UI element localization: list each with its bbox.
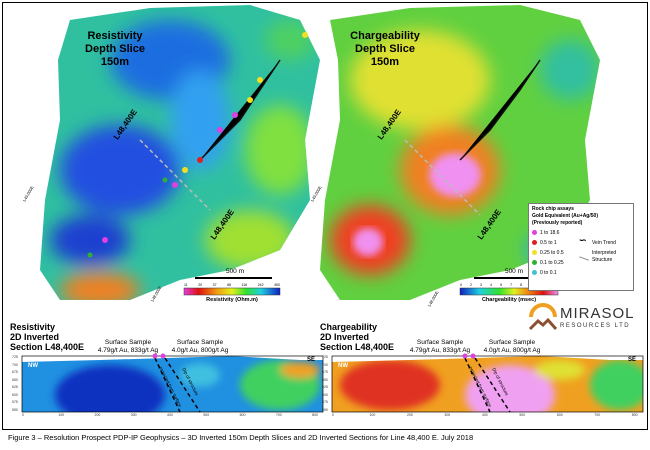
rock-chip-samples: [87, 32, 308, 258]
x-tick-label: 0: [22, 413, 24, 417]
y-tick-label: 675: [322, 370, 328, 374]
x-tick-label: 200: [94, 413, 101, 417]
figure-frame: [2, 2, 648, 430]
y-tick-label: 600: [322, 392, 328, 397]
chargeability-section: [332, 356, 643, 412]
x-tick-label: 700: [275, 413, 282, 417]
x-tick-label: 300: [130, 413, 137, 417]
y-tick-label: 675: [12, 370, 18, 374]
y-tick-label: 650: [322, 377, 328, 382]
resistivity-section-title: Resistivity 2D Inverted Section L48,400E: [10, 322, 85, 352]
x-tick-label: 600: [239, 413, 246, 417]
chargeability-section-title: Chargeability 2D Inverted Section L48,400E: [320, 322, 395, 352]
y-tick-label: 550: [322, 407, 328, 412]
scale-label: 500 m: [225, 268, 245, 275]
se-label: SE: [628, 357, 637, 363]
x-tick-label: 0: [332, 413, 334, 417]
colorbar-title: Chargeability (msec): [481, 297, 537, 303]
mirasol-logo: MIRASOL RESOURCES LTD: [528, 303, 643, 333]
x-tick-label: 500: [203, 413, 210, 417]
vein-trend-icon: ∽: [579, 235, 587, 245]
x-tick-label: 100: [58, 413, 65, 417]
y-tick-label: 550: [12, 407, 18, 412]
vein-trends: [199, 59, 541, 161]
x-tick-label: 800: [631, 413, 638, 417]
x-tick-label: 700: [594, 413, 601, 417]
surface-sample-label: Surface Sample 4.79g/t Au, 833g/t Ag: [97, 339, 159, 354]
y-tick-label: 700: [322, 362, 328, 367]
figure-caption: Figure 3 – Resolution Prospect PDP-IP Ge…: [8, 433, 474, 442]
x-tick-label: 200: [406, 413, 413, 417]
y-tick-label: 650: [12, 377, 18, 382]
y-tick-label: 625: [322, 385, 328, 389]
y-tick-label: 625: [12, 385, 18, 389]
y-tick-label: 700: [12, 362, 18, 367]
x-tick-label: 500: [519, 413, 526, 417]
scale-label: 500 m: [504, 268, 524, 275]
structure-line-icon: [579, 256, 589, 261]
resistivity-map-title: Resistivity Depth Slice 150m: [85, 30, 145, 68]
x-tick-label: 100: [369, 413, 376, 417]
y-tick-label: 725: [322, 355, 328, 359]
x-tick-label: 400: [481, 413, 488, 417]
y-tick-label: 725: [12, 355, 18, 359]
se-label: SE: [307, 357, 316, 363]
surface-sample-label: Surface Sample 4.0g/t Au, 800g/t Ag: [171, 339, 229, 354]
y-tick-label: 575: [12, 400, 18, 404]
resistivity-section: [22, 356, 323, 412]
surface-sample-markers: [152, 353, 476, 359]
colorbar-ticks: 11 20 37 68 116 242 450: [184, 283, 280, 287]
surface-sample-label: Surface Sample 4.0g/t Au, 800g/t Ag: [483, 339, 541, 354]
x-tick-label: 400: [167, 413, 173, 417]
chargeability-map-title: Chargeability Depth Slice 150m: [350, 30, 420, 68]
x-tick-label: 800: [312, 413, 318, 417]
legend: Rock chip assays Gold Equivalent (Au+Ag/…: [528, 203, 634, 291]
nw-label: NW: [338, 363, 348, 369]
y-tick-label: 600: [12, 392, 18, 397]
x-tick-label: 600: [556, 413, 563, 417]
x-tick-label: 300: [444, 413, 451, 417]
surface-sample-label: Surface Sample 4.79g/t Au, 833g/t Ag: [409, 339, 471, 354]
nw-label: NW: [28, 363, 38, 369]
section-lines: [139, 139, 481, 216]
logo-mark-icon: [528, 303, 558, 331]
colorbar-title: Resistivity (Ohm.m): [206, 297, 258, 303]
y-tick-label: 575: [322, 400, 328, 404]
